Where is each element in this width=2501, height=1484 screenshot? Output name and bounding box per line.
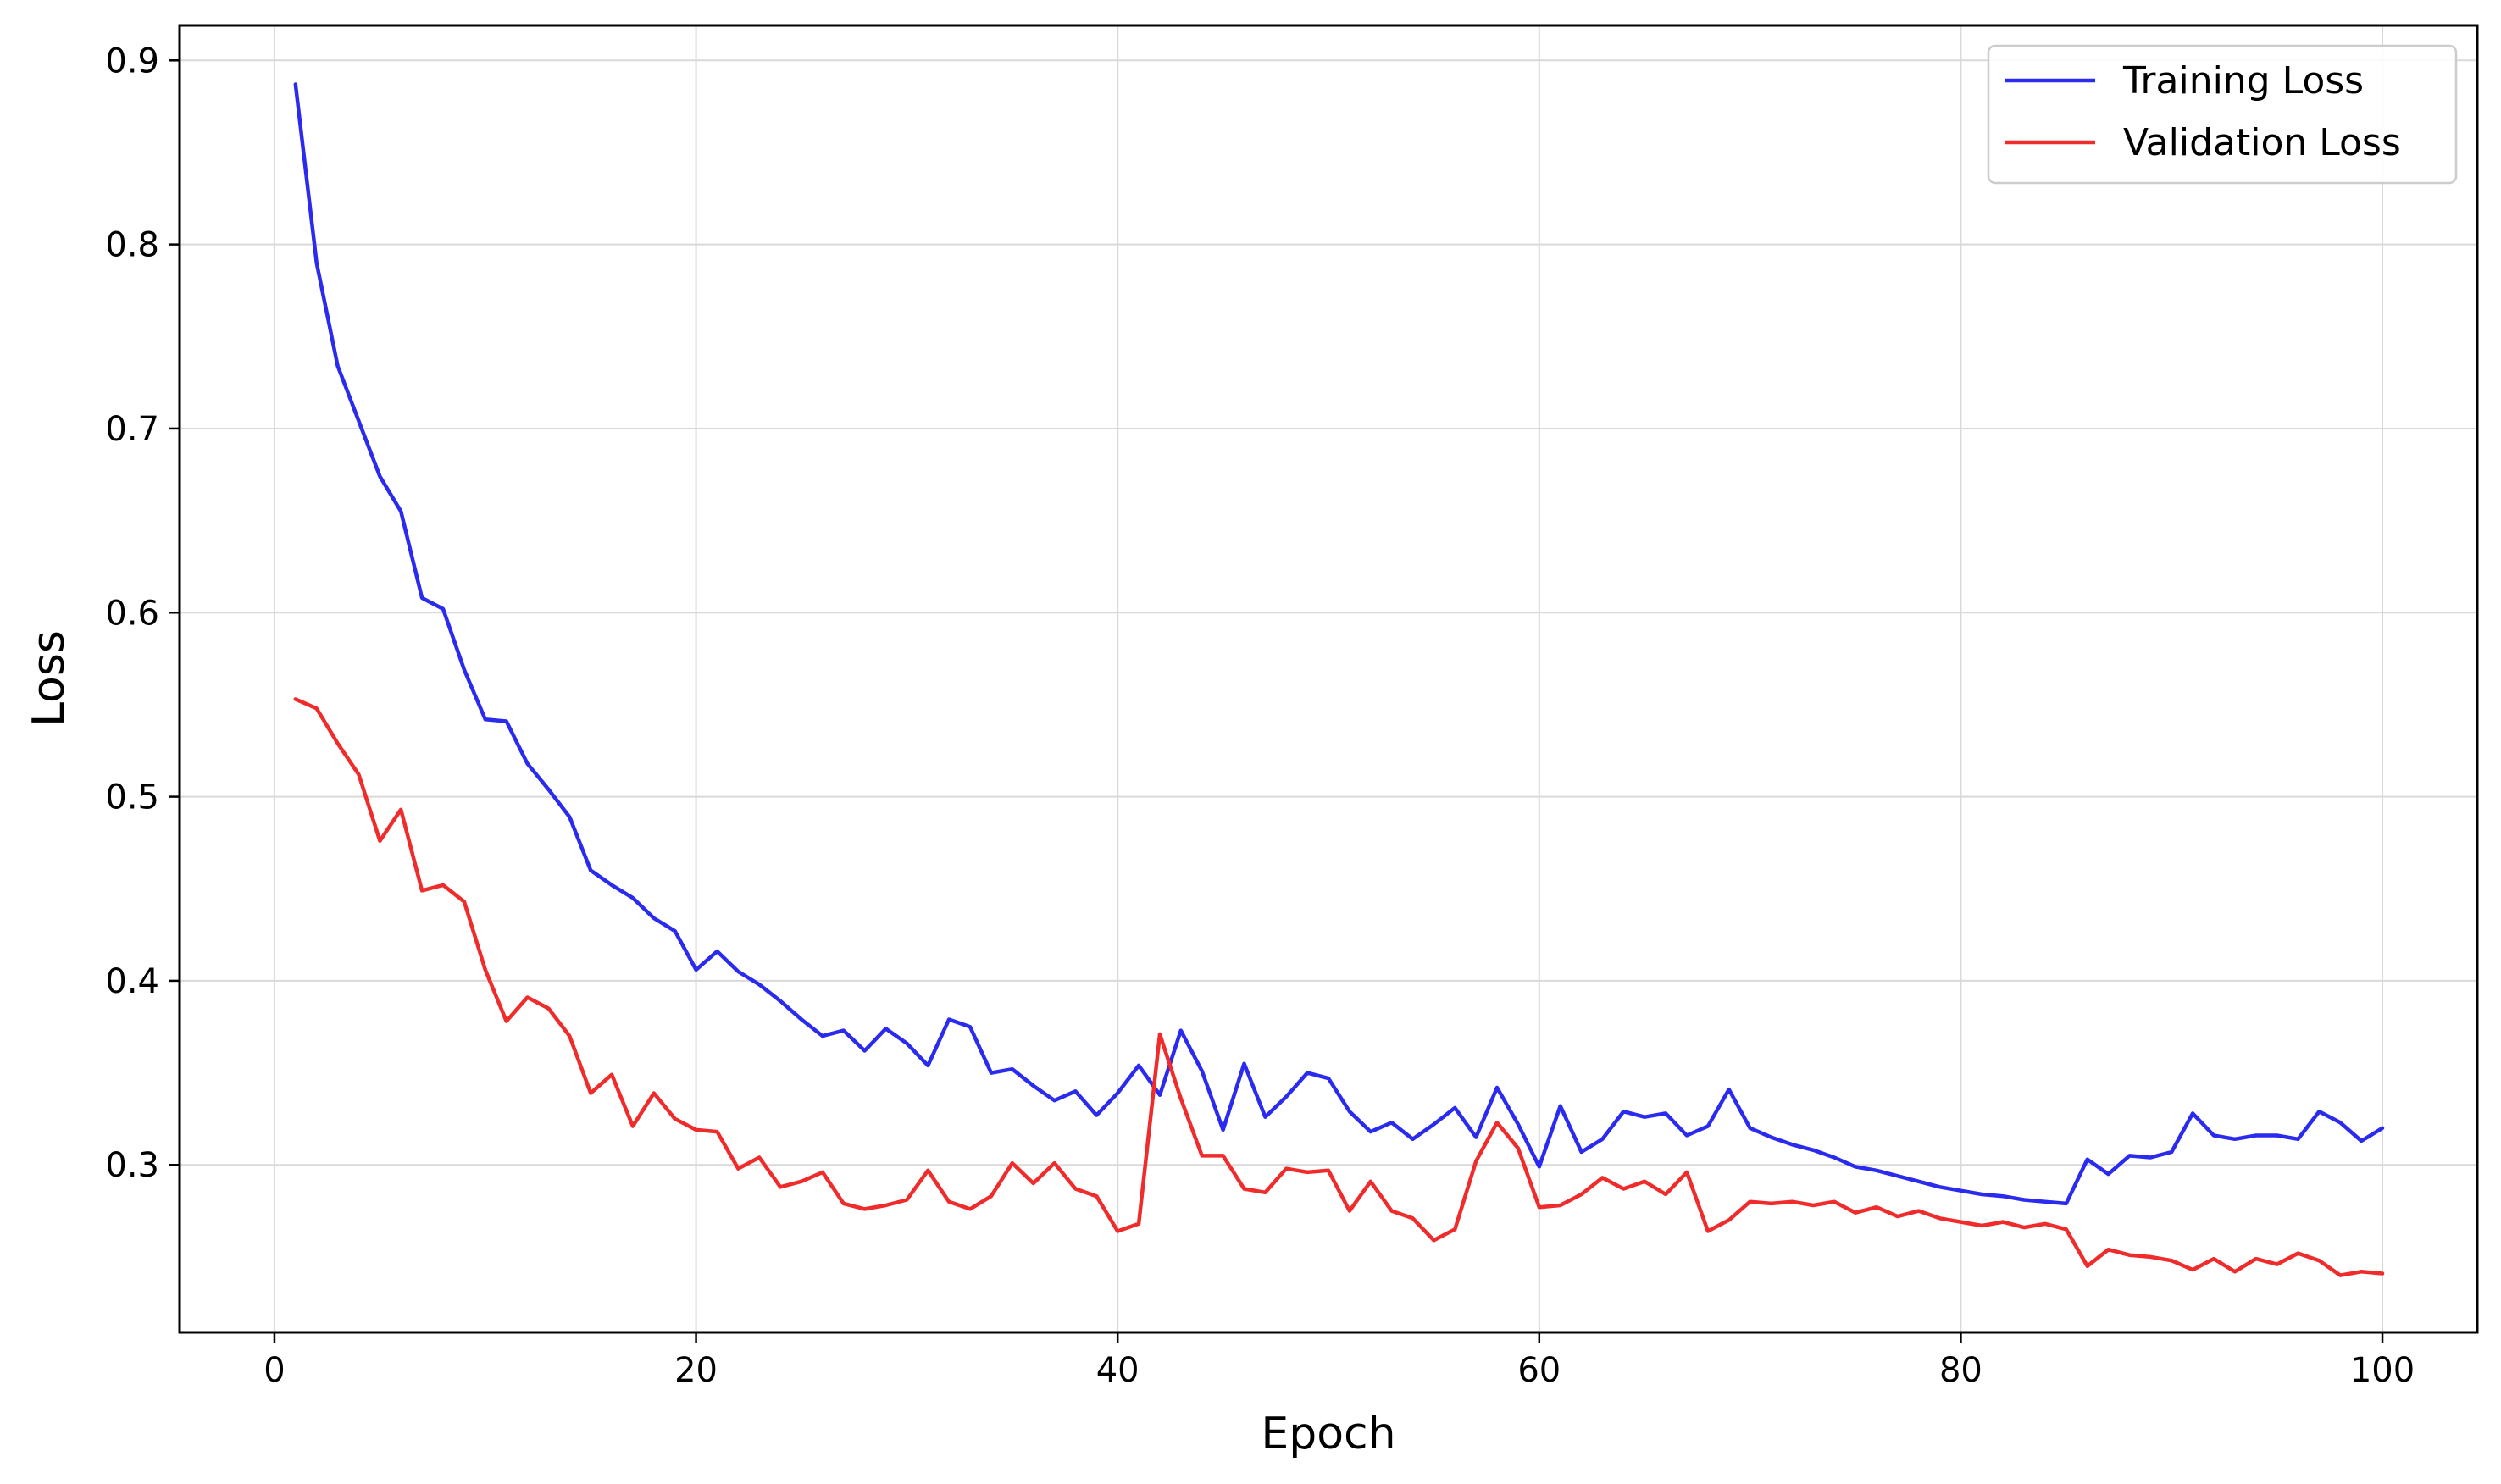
x-axis-label: Epoch bbox=[1261, 1409, 1395, 1459]
plot-frame bbox=[178, 24, 2479, 1334]
ticks: 0 20 40 60 80 100 0.3 0.4 0.5 0.6 0.7 0.8 0.9 bbox=[105, 42, 2415, 1390]
x-tick-label: 80 bbox=[1939, 1351, 1982, 1390]
legend-label-training: Training Loss bbox=[2122, 59, 2364, 102]
series-group bbox=[293, 82, 2385, 1277]
x-tick-label: 100 bbox=[2350, 1351, 2415, 1390]
x-tick-label: 0 bbox=[263, 1351, 285, 1390]
legend-label-validation: Validation Loss bbox=[2123, 121, 2401, 164]
series-line-validation-loss bbox=[293, 697, 2385, 1277]
series-line-training-loss bbox=[293, 82, 2385, 1206]
x-tick-label: 60 bbox=[1517, 1351, 1561, 1390]
y-axis-label: Loss bbox=[24, 630, 75, 727]
y-tick-label: 0.8 bbox=[105, 226, 159, 265]
y-tick-label: 0.5 bbox=[105, 778, 159, 817]
legend-box bbox=[1987, 44, 2458, 185]
y-tick-label: 0.6 bbox=[105, 594, 159, 633]
y-tick-label: 0.7 bbox=[105, 410, 159, 449]
y-tick-label: 0.3 bbox=[105, 1146, 159, 1185]
y-tick-label: 0.9 bbox=[105, 42, 159, 80]
x-tick-label: 40 bbox=[1096, 1351, 1140, 1390]
legend: Training Loss Validation Loss bbox=[1987, 44, 2458, 185]
x-tick-label: 20 bbox=[674, 1351, 718, 1390]
y-tick-label: 0.4 bbox=[105, 962, 159, 1001]
